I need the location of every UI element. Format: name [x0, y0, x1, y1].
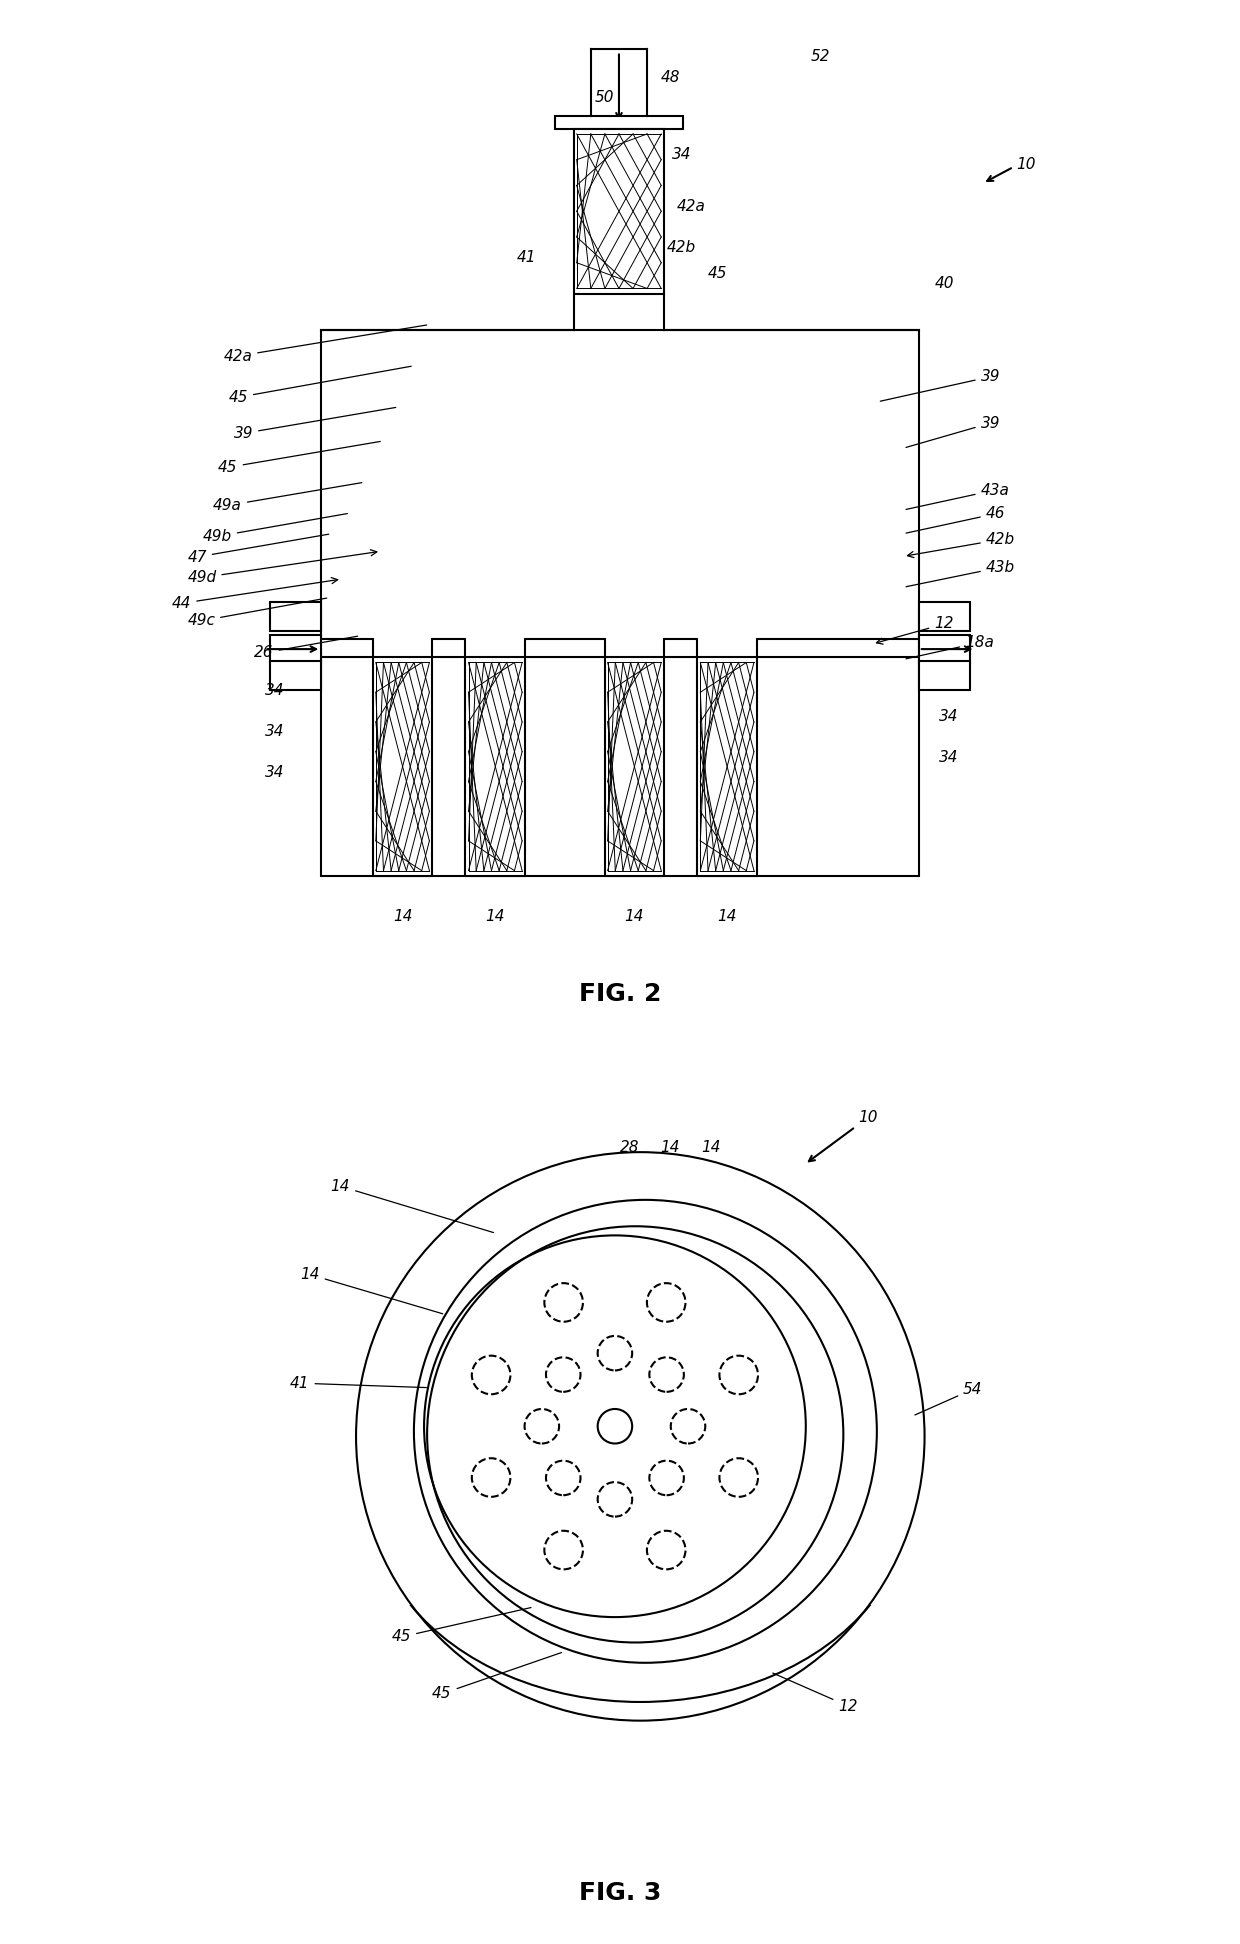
Bar: [269, 634, 321, 663]
Text: 45: 45: [392, 1608, 531, 1645]
Text: FIG. 2: FIG. 2: [579, 982, 661, 1007]
Bar: [919, 661, 971, 690]
Text: 49d: 49d: [187, 550, 377, 585]
Text: 34: 34: [264, 766, 284, 780]
Text: 14: 14: [718, 910, 737, 925]
Text: 34: 34: [264, 682, 284, 698]
Bar: [433, 640, 465, 657]
Text: 41: 41: [290, 1376, 427, 1390]
Text: 14: 14: [701, 1139, 720, 1155]
Text: 46: 46: [906, 505, 1006, 533]
Text: FIG. 3: FIG. 3: [579, 1882, 661, 1905]
Bar: [697, 657, 758, 875]
Text: 28: 28: [620, 1139, 640, 1155]
Text: 47: 47: [187, 535, 329, 564]
Text: 14: 14: [486, 910, 505, 925]
Bar: [665, 640, 697, 657]
Bar: [919, 603, 971, 630]
Bar: [605, 657, 665, 875]
Bar: [269, 661, 321, 690]
Text: 14: 14: [661, 1139, 680, 1155]
Text: 42a: 42a: [677, 198, 706, 214]
Text: 52: 52: [811, 49, 830, 64]
Text: 48: 48: [661, 70, 681, 86]
Text: 26: 26: [254, 636, 357, 661]
Text: 45: 45: [708, 266, 727, 280]
Bar: [526, 640, 605, 657]
Bar: [758, 640, 919, 657]
Text: 42b: 42b: [908, 533, 1014, 558]
Text: 34: 34: [672, 148, 691, 161]
Bar: [321, 330, 919, 875]
Text: 44: 44: [172, 577, 337, 610]
Bar: [919, 634, 971, 663]
Text: 45: 45: [218, 441, 381, 474]
Text: 45: 45: [228, 365, 412, 404]
Text: 39: 39: [880, 369, 1001, 400]
Text: 10: 10: [858, 1110, 878, 1126]
Text: 42a: 42a: [223, 325, 427, 364]
Bar: [373, 657, 433, 875]
Text: 40: 40: [934, 276, 954, 292]
Text: 49a: 49a: [213, 482, 362, 513]
Text: 14: 14: [300, 1267, 443, 1314]
Text: 12: 12: [773, 1674, 858, 1713]
Text: 49b: 49b: [202, 513, 347, 544]
Text: 39: 39: [906, 416, 1001, 447]
Bar: [574, 128, 665, 294]
Text: 10: 10: [1017, 157, 1037, 173]
Text: 14: 14: [625, 910, 644, 925]
Text: 43a: 43a: [906, 482, 1009, 509]
Text: 49c: 49c: [187, 599, 326, 628]
Text: 14: 14: [393, 910, 413, 925]
Text: 54: 54: [915, 1382, 982, 1415]
Text: 41: 41: [517, 251, 537, 264]
Text: 43b: 43b: [906, 560, 1014, 587]
Text: 34: 34: [940, 708, 959, 723]
Text: 18a: 18a: [906, 636, 994, 659]
Bar: [269, 603, 321, 630]
Bar: [554, 117, 683, 128]
Text: 39: 39: [233, 408, 396, 441]
Bar: [465, 657, 526, 875]
Text: 14: 14: [331, 1178, 494, 1232]
Bar: [321, 640, 373, 657]
Text: 34: 34: [940, 750, 959, 764]
Text: 45: 45: [433, 1652, 562, 1701]
Text: 50: 50: [594, 89, 614, 105]
Text: 12: 12: [877, 616, 954, 643]
Text: 42b: 42b: [666, 239, 696, 255]
Text: 34: 34: [264, 723, 284, 739]
